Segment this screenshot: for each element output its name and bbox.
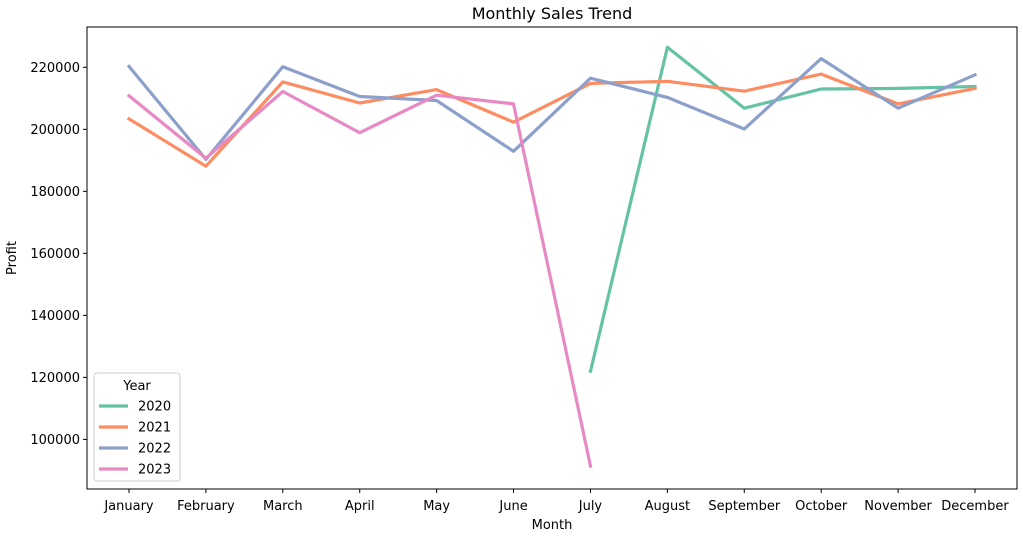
legend-label-2020: 2020 xyxy=(138,400,171,415)
x-tick-label: March xyxy=(263,499,303,514)
x-tick-label: April xyxy=(345,499,375,514)
legend-label-2022: 2022 xyxy=(138,442,171,457)
x-tick-label: September xyxy=(708,499,781,514)
x-tick-label: August xyxy=(645,499,691,514)
x-tick-label: December xyxy=(941,499,1009,514)
series-line-2022 xyxy=(126,56,978,161)
legend-title: Year xyxy=(122,379,151,394)
y-axis: 100000 120000 140000 160000 180000 200000 2200… xyxy=(30,61,87,448)
series-line-2021 xyxy=(126,72,977,168)
legend-entries: 2020 2021 2022 2023 xyxy=(99,400,171,478)
y-tick-label: 160000 xyxy=(30,247,80,262)
y-tick-label: 100000 xyxy=(30,433,80,448)
legend-label-2021: 2021 xyxy=(138,421,171,436)
legend-label-2023: 2023 xyxy=(138,463,171,478)
x-tick-label: January xyxy=(103,499,154,514)
series-line-2020 xyxy=(588,45,977,374)
legend: Year 2020 2021 2022 2023 xyxy=(93,372,181,482)
series-lines xyxy=(126,45,978,468)
y-tick-label: 120000 xyxy=(30,371,80,386)
x-tick-label: October xyxy=(795,499,848,514)
y-tick-label: 200000 xyxy=(30,123,80,138)
x-axis-label: Month xyxy=(532,518,573,533)
plot-frame xyxy=(86,26,1018,490)
legend-box xyxy=(93,372,181,482)
x-tick-label: May xyxy=(423,499,450,514)
series-line-2023 xyxy=(126,89,593,468)
x-tick-label: July xyxy=(578,499,603,514)
chart-title: Monthly Sales Trend xyxy=(472,4,633,23)
x-axis: January February March April May June July Augu… xyxy=(103,489,1009,514)
x-tick-label: November xyxy=(864,499,932,514)
x-tick-label: February xyxy=(177,499,235,514)
y-axis-label: Profit xyxy=(5,241,20,275)
y-tick-label: 220000 xyxy=(30,61,80,76)
y-tick-label: 140000 xyxy=(30,309,80,324)
x-tick-label: June xyxy=(498,499,527,514)
y-tick-label: 180000 xyxy=(30,185,80,200)
